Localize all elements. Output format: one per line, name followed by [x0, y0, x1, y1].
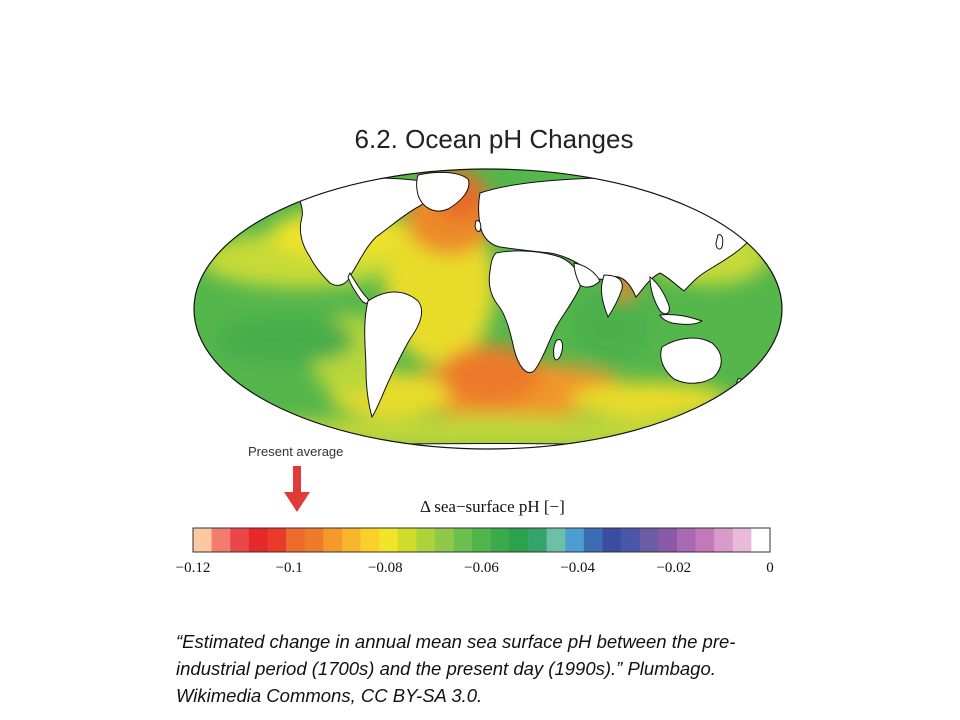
colorbar-swatch: [341, 528, 361, 552]
colorbar-swatch: [714, 528, 734, 552]
india: [601, 274, 623, 319]
central-america: [347, 271, 369, 304]
colorbar-swatch: [602, 528, 622, 552]
arabia: [573, 262, 601, 288]
colorbar-swatch: [676, 528, 696, 552]
greenland: [416, 171, 470, 212]
madagascar: [553, 338, 563, 361]
colorbar-swatch: [639, 528, 659, 552]
south-atlantic-orange: [440, 345, 540, 405]
colorbar-tick-label: −0.06: [464, 560, 499, 576]
colorbar-swatch: [416, 528, 436, 552]
ocean-ph-map: [193, 168, 783, 450]
colorbar-swatch: [472, 528, 492, 552]
colorbar-tick-label: −0.08: [368, 560, 403, 576]
colorbar-swatch: [248, 528, 268, 552]
colorbar-frame: [192, 527, 771, 553]
africa: [488, 250, 581, 373]
uk: [474, 220, 482, 232]
australia: [660, 337, 722, 384]
colorbar-swatch: [193, 528, 212, 552]
colorbar: −0.12 −0.1 −0.08 −0.06 −0.04 −0.02 0: [176, 527, 774, 576]
colorbar-swatch: [695, 528, 715, 552]
colorbar-title: Δ sea−surface pH [−]: [420, 497, 565, 516]
colorbar-tick-label: −0.04: [560, 560, 595, 576]
indonesia: [659, 314, 704, 325]
colorbar-swatch: [286, 528, 305, 552]
colorbar-swatch: [751, 528, 771, 552]
south-america: [364, 291, 423, 419]
colorbar-swatch: [230, 528, 250, 552]
colorbar-tick-label: −0.12: [176, 560, 211, 576]
slide-title: 6.2. Ocean pH Changes: [354, 124, 634, 154]
colorbar-swatch: [304, 528, 324, 552]
present-average-label: Present average: [248, 444, 344, 459]
tropical-pacific-green: [215, 315, 355, 365]
colorbar-swatch: [434, 528, 454, 552]
colorbar-swatch: [621, 528, 641, 552]
colorbar-tick-label: −0.02: [656, 560, 691, 576]
colorbar-swatch: [509, 528, 529, 552]
image-caption: “Estimated change in annual mean sea sur…: [176, 631, 736, 706]
colorbar-swatch: [211, 528, 231, 552]
japan: [715, 234, 724, 250]
present-average-arrow: [284, 466, 310, 512]
colorbar-swatch: [360, 528, 380, 552]
colorbar-swatch: [267, 528, 287, 552]
colorbar-swatch: [528, 528, 547, 552]
colorbar-swatch: [565, 528, 585, 552]
colorbar-tick-label: 0: [766, 560, 774, 576]
indian-green: [570, 285, 650, 365]
colorbar-swatch: [323, 528, 343, 552]
south-indian-yellow: [570, 382, 730, 418]
colorbar-swatch: [453, 528, 473, 552]
colorbar-swatch: [379, 528, 399, 552]
colorbar-swatch: [732, 528, 752, 552]
southeast-asia: [649, 275, 670, 315]
colorbar-swatch: [546, 528, 566, 552]
colorbar-swatch: [658, 528, 678, 552]
colorbar-tick-label: −0.1: [276, 560, 303, 576]
colorbar-swatch: [397, 528, 417, 552]
map-outline: [193, 168, 783, 450]
colorbar-swatch: [583, 528, 603, 552]
colorbar-swatch: [490, 528, 510, 552]
